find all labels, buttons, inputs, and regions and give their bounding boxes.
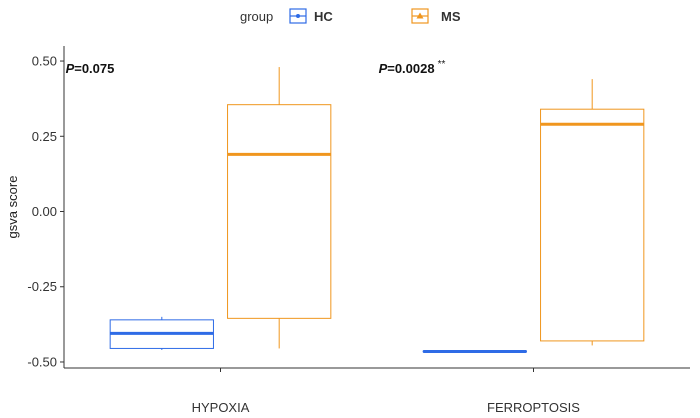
y-tick-label: -0.50 [27, 354, 57, 369]
box-body [227, 104, 332, 319]
legend-title: group [240, 9, 273, 24]
legend-point-hc [296, 14, 300, 18]
legend-point-ms [416, 12, 424, 19]
box-body [540, 108, 645, 342]
legend-label-ms: MS [441, 9, 461, 24]
box-hc-ferroptosis [422, 349, 527, 353]
annotations: P=0.075 P=0.0028 ** [66, 59, 446, 76]
x-tick-label: HYPOXIA [192, 400, 250, 415]
y-axis-title: gsva score [5, 176, 20, 239]
boxes [109, 67, 645, 353]
y-tick-label: 0.50 [32, 54, 57, 69]
legend: group HC MS [240, 8, 461, 24]
box-ms-hypoxia [227, 67, 332, 349]
box-hc-hypoxia [109, 316, 214, 350]
legend-item-hc: HC [289, 8, 333, 24]
p-value-label: P=0.0028 [379, 61, 435, 76]
y-tick-label: 0.25 [32, 129, 57, 144]
y-tick-label: -0.25 [27, 279, 57, 294]
p-value-label: P=0.075 [66, 61, 115, 76]
legend-item-ms: MS [411, 8, 461, 24]
x-ticks: HYPOXIA FERROPTOSIS [192, 368, 580, 415]
x-tick-label: FERROPTOSIS [487, 400, 580, 415]
significance-stars: ** [438, 59, 446, 70]
legend-label-hc: HC [314, 9, 333, 24]
box-ms-ferroptosis [540, 79, 645, 346]
y-tick-label: 0.00 [32, 204, 57, 219]
y-ticks: -0.50 -0.25 0.00 0.25 0.50 [27, 54, 64, 369]
